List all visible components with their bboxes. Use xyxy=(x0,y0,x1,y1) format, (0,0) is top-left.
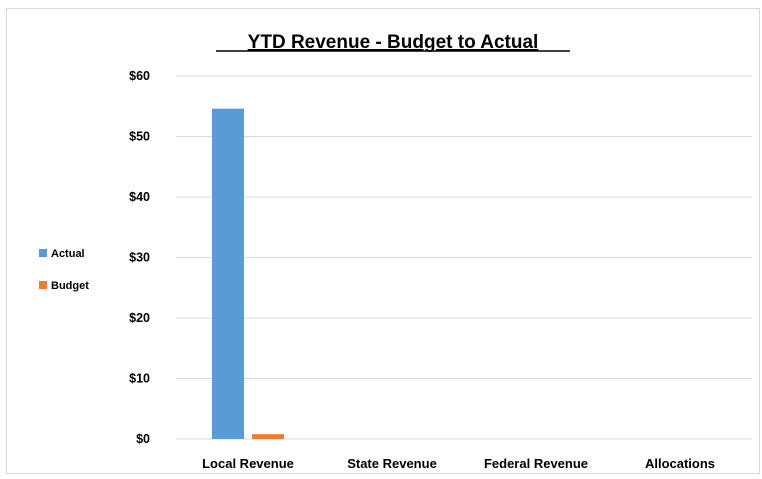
bars xyxy=(212,108,284,440)
y-axis-tick-labels: $0 $10 $20 $30 $40 $50 $60 xyxy=(129,69,150,446)
chart-title: YTD Revenue - Budget to Actual xyxy=(248,32,539,53)
x-category-label: Local Revenue xyxy=(202,456,294,471)
y-tick-label: $20 xyxy=(129,311,150,325)
y-tick-label: $50 xyxy=(129,130,150,144)
y-tick-label: $30 xyxy=(129,251,150,265)
y-tick-label: $10 xyxy=(129,372,150,386)
y-tick-label: $0 xyxy=(136,432,150,446)
x-axis-category-labels: Local Revenue State Revenue Federal Revenu… xyxy=(202,456,715,471)
x-category-label: Federal Revenue xyxy=(484,456,588,471)
gridlines xyxy=(176,75,752,440)
x-category-label: Allocations xyxy=(645,456,715,471)
y-tick-label: $60 xyxy=(129,69,150,83)
legend-swatch-budget xyxy=(39,281,47,289)
legend: Actual Budget xyxy=(39,248,89,292)
bar-actual-0 xyxy=(212,108,244,440)
legend-swatch-actual xyxy=(39,249,47,257)
legend-label-actual: Actual xyxy=(51,248,85,260)
chart-frame xyxy=(6,8,760,474)
bar-budget-0 xyxy=(252,434,284,439)
legend-label-budget: Budget xyxy=(51,280,89,292)
y-tick-label: $40 xyxy=(129,190,150,204)
x-category-label: State Revenue xyxy=(347,456,437,471)
